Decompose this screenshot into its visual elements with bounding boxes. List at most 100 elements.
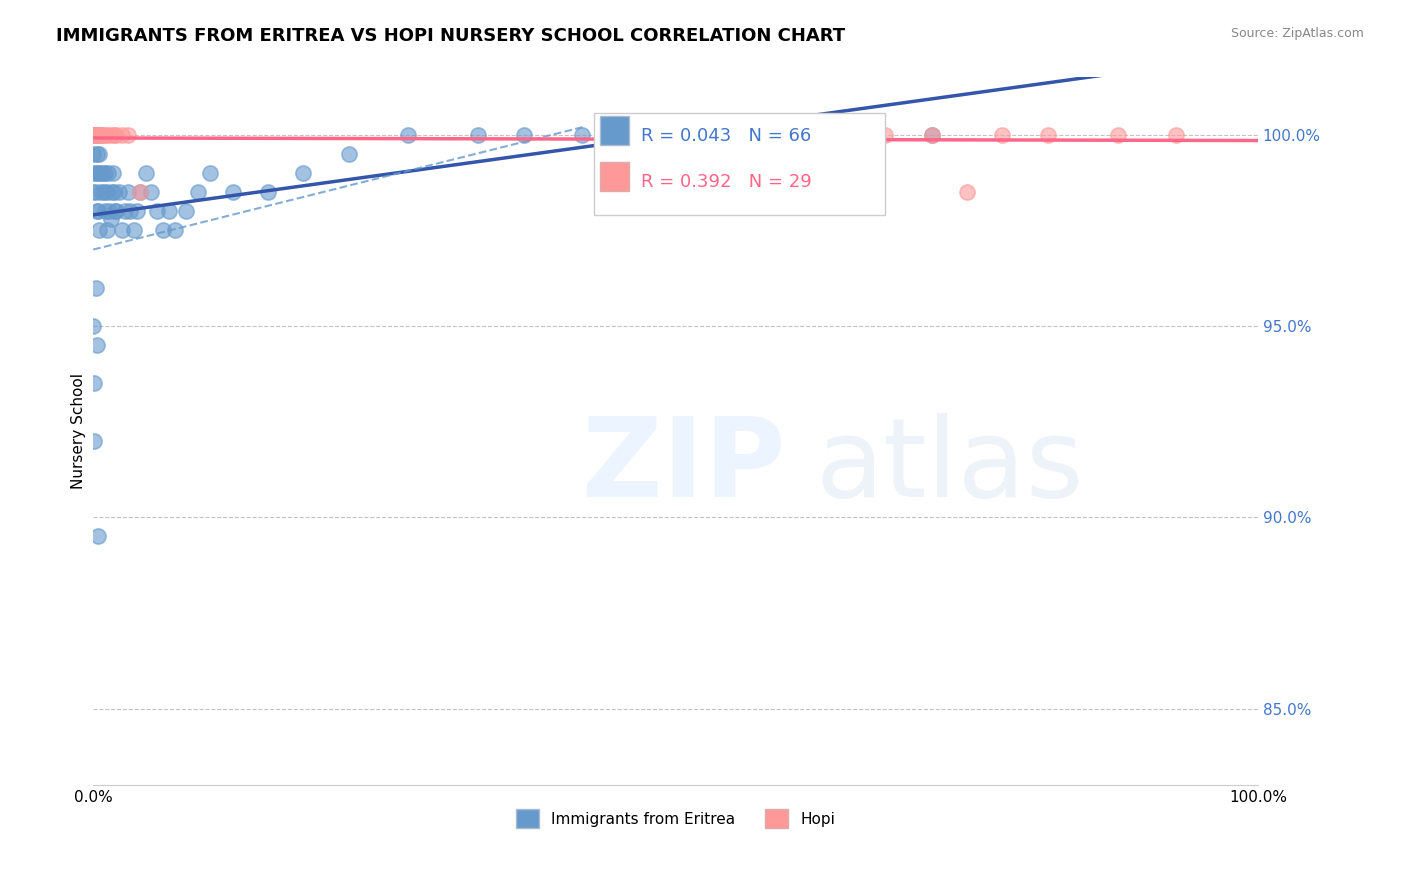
Point	[723, 128, 745, 142]
Point	[1038, 128, 1060, 142]
Point	[84, 128, 107, 142]
Text: IMMIGRANTS FROM ERITREA VS HOPI NURSERY SCHOOL CORRELATION CHART: IMMIGRANTS FROM ERITREA VS HOPI NURSERY …	[56, 27, 845, 45]
Point	[82, 128, 104, 142]
Point	[111, 128, 134, 142]
Point	[101, 185, 124, 199]
Point	[87, 147, 110, 161]
Point	[83, 434, 105, 448]
Point	[96, 128, 118, 142]
Point	[82, 128, 104, 142]
Point	[163, 223, 186, 237]
Point	[82, 147, 104, 161]
Text: R = 0.043   N = 66: R = 0.043 N = 66	[641, 127, 811, 145]
Point	[839, 128, 862, 142]
Point	[921, 128, 943, 142]
Point	[128, 185, 150, 199]
Point	[257, 185, 280, 199]
Point	[804, 128, 827, 142]
Point	[120, 204, 142, 219]
Point	[94, 204, 117, 219]
Point	[396, 128, 419, 142]
Point	[82, 128, 104, 142]
Point	[86, 128, 108, 142]
Point	[91, 128, 114, 142]
Point	[84, 281, 107, 295]
Point	[117, 128, 139, 142]
Point	[97, 166, 120, 180]
Point	[96, 223, 118, 237]
Point	[152, 223, 174, 237]
Point	[875, 128, 897, 142]
Bar	[593, 112, 886, 216]
Point	[103, 185, 125, 199]
Text: Source: ZipAtlas.com: Source: ZipAtlas.com	[1230, 27, 1364, 40]
Point	[1107, 128, 1129, 142]
Point	[82, 319, 104, 334]
Point	[571, 128, 593, 142]
Point	[86, 204, 108, 219]
Point	[135, 166, 157, 180]
Point	[146, 204, 169, 219]
Point	[86, 338, 108, 352]
Point	[198, 166, 221, 180]
Point	[105, 204, 128, 219]
Point	[664, 128, 686, 142]
Text: atlas: atlas	[815, 413, 1084, 520]
Point	[84, 166, 107, 180]
Point	[122, 223, 145, 237]
Point	[723, 128, 745, 142]
Point	[176, 204, 198, 219]
Point	[87, 204, 110, 219]
Point	[111, 223, 134, 237]
Point	[103, 128, 125, 142]
Text: R = 0.392   N = 29: R = 0.392 N = 29	[641, 173, 811, 191]
Point	[641, 128, 664, 142]
Point	[91, 166, 114, 180]
Point	[89, 128, 111, 142]
Point	[157, 204, 180, 219]
Point	[87, 166, 110, 180]
Point	[291, 166, 314, 180]
Point	[84, 185, 107, 199]
Point	[105, 128, 128, 142]
Point	[117, 185, 139, 199]
Point	[815, 128, 838, 142]
Point	[107, 185, 129, 199]
Point	[96, 185, 118, 199]
Point	[187, 185, 209, 199]
Point	[82, 128, 104, 142]
Point	[86, 147, 108, 161]
Point	[87, 128, 110, 142]
Point	[104, 204, 127, 219]
Point	[1166, 128, 1188, 142]
Point	[222, 185, 245, 199]
Point	[82, 166, 104, 180]
Y-axis label: Nursery School: Nursery School	[72, 373, 86, 490]
Point	[98, 204, 121, 219]
Point	[89, 128, 111, 142]
Point	[94, 166, 117, 180]
Point	[87, 128, 110, 142]
Text: ZIP: ZIP	[582, 413, 786, 520]
Point	[94, 128, 117, 142]
Point	[101, 166, 124, 180]
Point	[956, 185, 979, 199]
Point	[114, 204, 136, 219]
Point	[127, 204, 149, 219]
Point	[758, 128, 780, 142]
Bar	[600, 116, 628, 145]
Bar	[600, 162, 628, 191]
Point	[90, 185, 112, 199]
Legend: Immigrants from Eritrea, Hopi: Immigrants from Eritrea, Hopi	[509, 803, 842, 834]
Point	[83, 376, 105, 391]
Point	[93, 185, 115, 199]
Point	[513, 128, 536, 142]
Point	[688, 128, 710, 142]
Point	[921, 128, 943, 142]
Point	[89, 166, 111, 180]
Point	[141, 185, 163, 199]
Point	[100, 211, 122, 226]
Point	[84, 128, 107, 142]
Point	[128, 185, 150, 199]
Point	[339, 147, 361, 161]
